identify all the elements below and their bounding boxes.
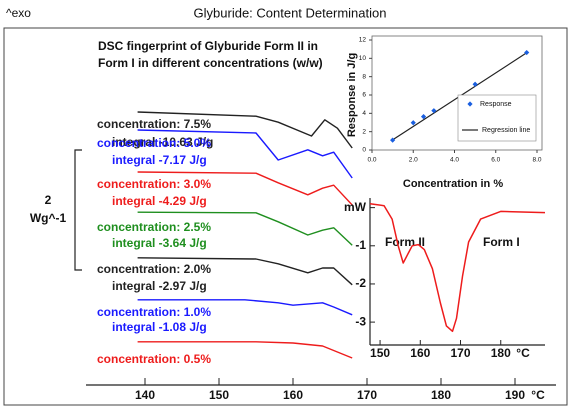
x-tick-label: 190: [505, 388, 525, 402]
x-axis-label: °C: [516, 346, 530, 360]
point: [472, 81, 478, 87]
legend-label: Response: [480, 101, 512, 108]
subtitle: Form I in different concentrations (w/w): [98, 56, 323, 70]
x-tick-label: 4.0: [450, 157, 459, 164]
header: ^exo: [6, 6, 31, 20]
frame: [3, 27, 568, 406]
legend-label: Regression line: [482, 127, 530, 134]
point: [410, 120, 416, 126]
point: [420, 114, 427, 120]
x-tick-label: 0.0: [367, 157, 376, 164]
x-tick-label: 170: [451, 346, 471, 360]
x-tick-label: 150: [370, 346, 390, 360]
y-tick-label: -3: [355, 314, 366, 328]
scale-bar-value: 2: [45, 193, 52, 207]
y-tick-label: 0: [362, 147, 366, 154]
legend-marker: [467, 101, 473, 107]
annotation: Form II: [385, 235, 425, 249]
y-tick-label: 4: [362, 110, 366, 117]
point: [431, 108, 437, 114]
integral-label: integral -7.17 J/g: [112, 153, 207, 167]
point: [390, 137, 396, 143]
y-tick-label: -1: [355, 238, 366, 252]
x-tick-label: 160: [410, 346, 430, 360]
integral-label: integral -1.08 J/g: [112, 320, 207, 334]
curve: [137, 341, 353, 359]
x-tick-label: 6.0: [491, 157, 500, 164]
curve: [137, 299, 353, 316]
series-label: concentration: 2.0%: [97, 262, 211, 276]
y-tick-label: -2: [355, 276, 366, 290]
y-tick-label: 10: [359, 55, 367, 62]
integral-label: integral -4.29 J/g: [112, 194, 207, 208]
series-label: concentration: 7.5%: [97, 117, 211, 131]
y-tick-label: 6: [362, 92, 366, 99]
y-tick-label: 2: [362, 128, 366, 135]
x-tick-label: 8.0: [532, 157, 541, 164]
y-tick-label: mW: [344, 200, 367, 214]
point: [524, 49, 530, 56]
y-axis-label: Response in J/g: [346, 53, 358, 137]
scale-bar-unit: Wg^-1: [30, 211, 67, 225]
integral-label: integral -3.64 J/g: [112, 236, 207, 250]
curve: [369, 203, 546, 333]
annotation: Form I: [483, 235, 520, 249]
x-tick-label: 140: [135, 388, 155, 402]
curve: [137, 257, 353, 286]
integral-label: integral -2.97 J/g: [112, 279, 207, 293]
x-tick-label: 180: [431, 388, 451, 402]
integral-label: integral -10.63 J/g: [112, 135, 213, 149]
x-tick-label: 2.0: [409, 157, 418, 164]
y-tick-label: 12: [359, 37, 367, 44]
series-label: concentration: 2.5%: [97, 220, 211, 234]
series-label: concentration: 3.0%: [97, 177, 211, 191]
x-tick-label: 170: [357, 388, 377, 402]
plot-frame: [371, 35, 543, 151]
x-tick-label: 180: [491, 346, 511, 360]
series-label: concentration: 5.0%: [97, 136, 211, 150]
scale-bar: [74, 149, 82, 271]
y-tick-label: 8: [362, 73, 366, 80]
curve: [137, 171, 353, 206]
curve: [137, 129, 353, 179]
subtitle: DSC fingerprint of Glyburide Form II in: [98, 39, 318, 53]
x-tick-label: 150: [209, 388, 229, 402]
x-axis-label: °C: [531, 388, 545, 402]
curve: [137, 111, 353, 149]
x-axis-label: Concentration in %: [403, 178, 503, 190]
title: Glyburide: Content Determination: [194, 5, 387, 20]
curve: [137, 211, 353, 246]
series-label: concentration: 1.0%: [97, 305, 211, 319]
series-label: concentration: 0.5%: [97, 352, 211, 366]
x-tick-label: 160: [283, 388, 303, 402]
